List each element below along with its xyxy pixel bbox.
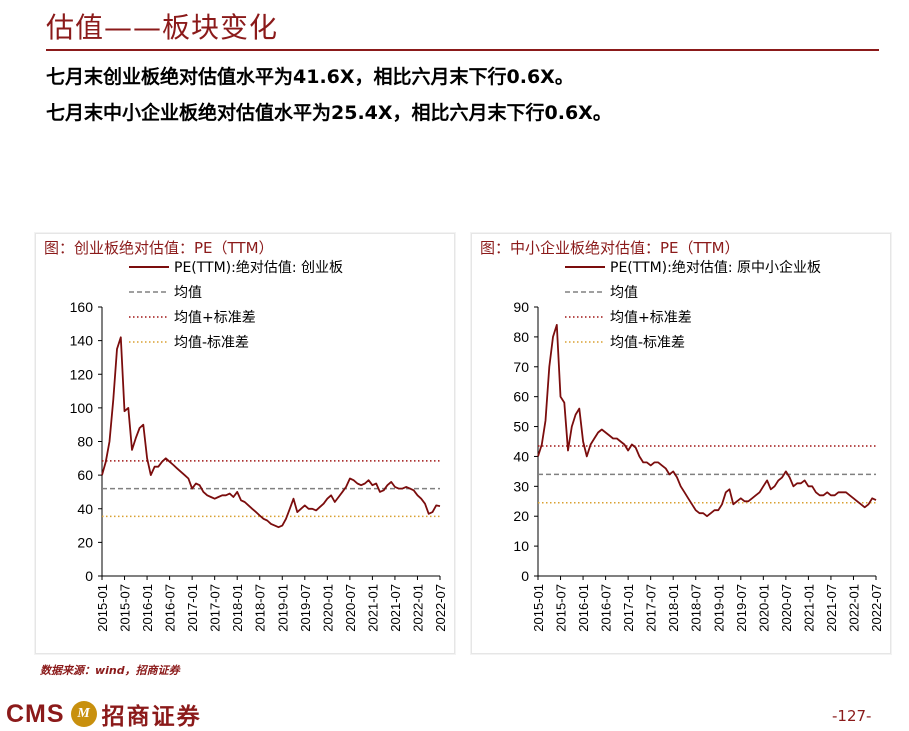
x-tick-label: 2021-01: [801, 584, 816, 632]
x-tick-label: 2021-07: [824, 584, 839, 632]
x-tick-label: 2018-07: [689, 584, 704, 632]
x-tick-label: 2017-01: [185, 584, 200, 632]
x-tick-label: 2020-01: [756, 584, 771, 632]
x-tick-label: 2015-01: [95, 584, 110, 632]
cms-logo: CMS M 招商证券: [6, 699, 202, 731]
y-tick-label: 50: [513, 419, 529, 435]
x-tick-label: 2016-07: [163, 584, 178, 632]
x-tick-label: 2019-01: [711, 584, 726, 632]
x-tick-label: 2022-01: [846, 584, 861, 632]
legend-label: PE(TTM):绝对估值: 原中小企业板: [610, 259, 821, 276]
y-tick-label: 60: [77, 467, 93, 483]
chart-title: 图：中小企业板绝对估值：PE（TTM）: [480, 239, 740, 257]
x-tick-label: 2017-01: [621, 584, 636, 632]
y-tick-label: 20: [77, 534, 93, 550]
x-tick-label: 2015-01: [531, 584, 546, 632]
page-number: -127-: [832, 707, 872, 725]
chart-sme-svg: 0 10 20 30 40 50 60 70 80 90 2015-01 2015-07 2016-01…: [513, 259, 884, 632]
legend-label: PE(TTM):绝对估值: 创业板: [174, 260, 343, 276]
x-tick-label: 2022-07: [869, 584, 884, 632]
legend-label: 均值+标准差: [174, 310, 256, 326]
y-tick-label: 160: [70, 299, 94, 315]
headline-sme: 七月末中小企业板绝对估值水平为25.4X，相比六月末下行0.6X。: [46, 102, 612, 124]
y-tick-label: 20: [513, 508, 529, 524]
x-tick-label: 2015-07: [554, 584, 569, 632]
pe-series-line: [537, 324, 877, 518]
pe-series-line: [101, 336, 441, 529]
x-tick-label: 2016-01: [576, 584, 591, 632]
legend-label: 均值-标准差: [610, 335, 685, 351]
x-tick-label: 2016-07: [599, 584, 614, 632]
y-tick-label: 30: [513, 478, 529, 494]
y-tick-label: 0: [85, 568, 93, 584]
legend-label: 均值+标准差: [610, 310, 692, 326]
headline-chinext: 七月末创业板绝对估值水平为41.6X，相比六月末下行0.6X。: [46, 66, 574, 88]
logo-text: CMS: [6, 699, 65, 728]
legend-label: 均值: [174, 285, 202, 301]
y-tick-label: 100: [70, 400, 94, 416]
y-tick-label: 120: [70, 366, 94, 382]
logo-chinese-name: 招商证券: [101, 704, 202, 730]
x-tick-label: 2019-07: [298, 584, 313, 632]
x-tick-label: 2020-07: [343, 584, 358, 632]
title-divider: [46, 49, 879, 51]
chart-title: 图：创业板绝对估值：PE（TTM）: [44, 239, 274, 257]
x-tick-label: 2019-07: [734, 584, 749, 632]
y-tick-label: 40: [513, 448, 529, 464]
y-tick-label: 80: [77, 434, 93, 450]
x-tick-label: 2017-07: [644, 584, 659, 632]
chart-chinext-svg: 0 20 40 60 80 100 120 140 160 2015-01 2015-07 2016-…: [70, 260, 448, 632]
legend-label: 均值: [610, 285, 638, 301]
x-tick-label: 2018-01: [666, 584, 681, 632]
x-tick-label: 2020-07: [779, 584, 794, 632]
x-tick-label: 2017-07: [208, 584, 223, 632]
y-tick-label: 0: [521, 568, 529, 584]
x-tick-label: 2022-01: [410, 584, 425, 632]
page-title: 估值——板块变化: [46, 11, 279, 44]
x-tick-label: 2018-01: [230, 584, 245, 632]
y-tick-label: 80: [513, 329, 529, 345]
x-tick-label: 2021-01: [365, 584, 380, 632]
chart-panel-sme: 图：中小企业板绝对估值：PE（TTM） 0 10 20 30 40 50 60 70 80 90 2…: [471, 233, 891, 654]
y-tick-label: 140: [70, 333, 94, 349]
y-tick-label: 40: [77, 501, 93, 517]
x-tick-label: 2015-07: [118, 584, 133, 632]
x-tick-label: 2020-01: [320, 584, 335, 632]
x-tick-label: 2016-01: [140, 584, 155, 632]
x-tick-label: 2022-07: [433, 584, 448, 632]
x-tick-label: 2019-01: [275, 584, 290, 632]
chart-panel-chinext: 图：创业板绝对估值：PE（TTM） 0 20 40 60 80 100 120 140 160 2…: [35, 233, 455, 654]
y-tick-label: 60: [513, 389, 529, 405]
data-source-note: 数据来源：wind，招商证券: [40, 664, 180, 677]
legend-label: 均值-标准差: [174, 335, 249, 351]
y-tick-label: 90: [513, 299, 529, 315]
x-tick-label: 2018-07: [253, 584, 268, 632]
y-tick-label: 70: [513, 359, 529, 375]
x-tick-label: 2021-07: [388, 584, 403, 632]
logo-badge-icon: M: [70, 701, 97, 727]
y-tick-label: 10: [513, 538, 529, 554]
